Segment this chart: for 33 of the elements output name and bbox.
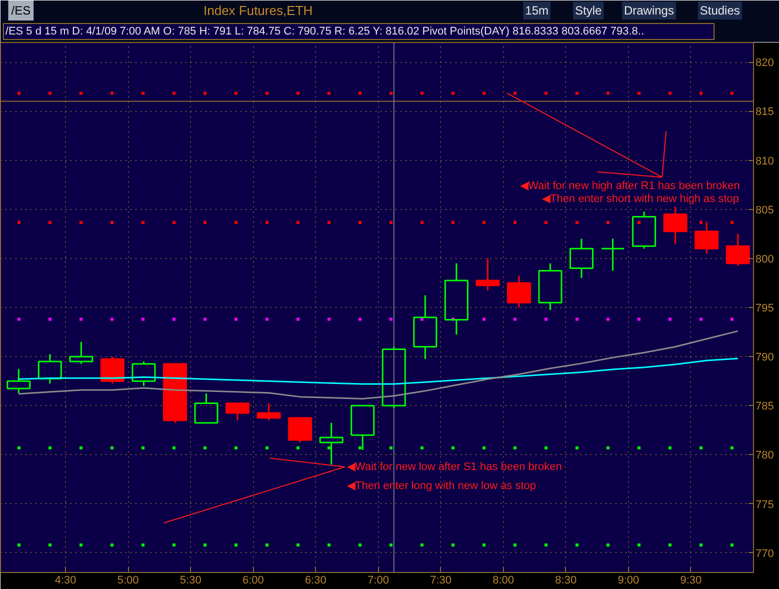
- x-tick-label: 5:30: [180, 574, 202, 586]
- x-tick-label: 6:00: [242, 574, 264, 586]
- x-tick-label: 5:00: [117, 574, 139, 586]
- y-tick-label: 800: [756, 253, 774, 266]
- text: Studies: [700, 4, 740, 18]
- annotation: ◀Wait for new high after R1 has been broken: [520, 180, 740, 192]
- x-tick-label: 6:30: [305, 574, 326, 586]
- annotation: ◀Then enter long with new low as stop: [347, 480, 536, 492]
- x-tick-label: 9:30: [680, 574, 702, 586]
- y-tick-label: 770: [756, 548, 774, 560]
- y-tick-label: 785: [756, 400, 774, 413]
- y-tick-label: 815: [756, 106, 774, 118]
- text: 15m: [525, 4, 549, 18]
- y-tick-label: 795: [756, 302, 774, 314]
- x-tick-label: 8:00: [492, 574, 514, 586]
- text: /ES: [11, 4, 31, 18]
- y-tick-label: 810: [756, 155, 774, 168]
- x-tick-label: 7:30: [430, 574, 452, 586]
- y-tick-label: 790: [756, 352, 774, 364]
- annotation: ◀Then enter short with new high as stop: [542, 193, 740, 206]
- chart-subtitle: /ES 5 d 15 m D: 4/1/09 7:00 AM O: 785 H: 791 L: 784.75 C: 790.75 R: 6.25 Y: 816.02 Pivot Points(DAY) 816.8333 803.6667 793.8..: [5, 26, 644, 38]
- y-tick-label: 775: [756, 498, 774, 511]
- text: Drawings: [624, 4, 674, 18]
- chart-title: Index Futures,ETH: [203, 3, 313, 18]
- y-tick-label: 780: [756, 450, 774, 462]
- annotation: ◀Wait for new low after S1 has been broken: [347, 460, 562, 473]
- x-tick-label: 7:00: [368, 574, 389, 586]
- text: Style: [574, 4, 602, 18]
- y-tick-label: 805: [756, 204, 774, 216]
- y-tick-label: 820: [756, 57, 774, 70]
- x-tick-label: 8:30: [555, 574, 577, 586]
- x-tick-label: 4:30: [54, 574, 76, 586]
- x-tick-label: 9:00: [618, 574, 640, 586]
